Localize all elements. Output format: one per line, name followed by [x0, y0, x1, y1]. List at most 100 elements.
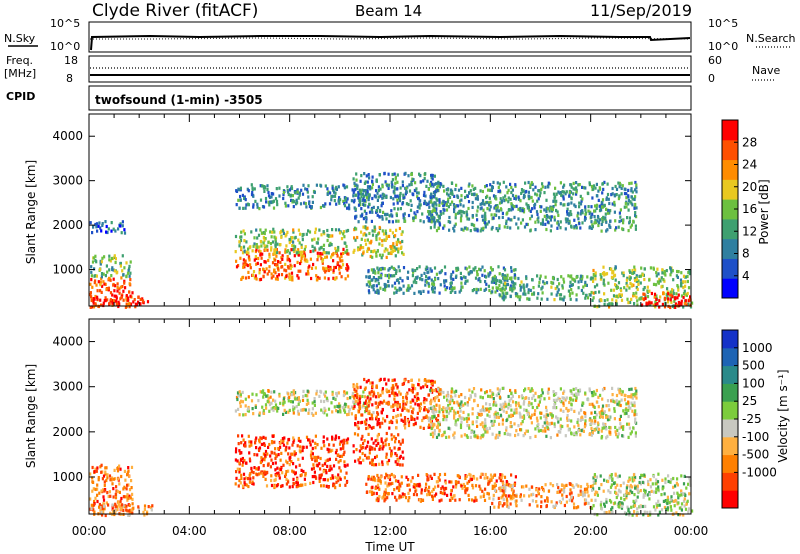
heatmap-cell	[294, 471, 297, 475]
heatmap-cell	[659, 295, 662, 299]
heatmap-cell	[270, 235, 273, 239]
heatmap-cell	[259, 252, 262, 256]
heatmap-cell	[528, 194, 531, 198]
heatmap-cell	[397, 207, 400, 211]
heatmap-cell	[424, 194, 427, 198]
heatmap-cell	[578, 201, 581, 205]
heatmap-cell	[252, 203, 255, 207]
heatmap-cell	[330, 243, 333, 247]
heatmap-cell	[368, 284, 371, 288]
heatmap-cell	[381, 267, 384, 271]
heatmap-cell	[256, 453, 259, 457]
heatmap-cell	[113, 468, 116, 472]
heatmap-cell	[376, 266, 379, 270]
heatmap-cell	[522, 414, 526, 418]
heatmap-cell	[324, 469, 328, 473]
heatmap-cell	[329, 449, 332, 453]
heatmap-cell	[390, 386, 393, 390]
heatmap-cell	[462, 275, 465, 279]
heatmap-cell	[384, 285, 387, 289]
heatmap-cell	[395, 219, 398, 223]
heatmap-cell	[277, 260, 280, 264]
heatmap-cell	[600, 205, 604, 209]
heatmap-cell	[363, 439, 366, 443]
heatmap-cell	[336, 410, 340, 414]
heatmap-cell	[534, 391, 537, 395]
heatmap-cell	[536, 419, 539, 423]
heatmap-cell	[466, 419, 469, 424]
heatmap-cell	[553, 424, 556, 429]
heatmap-cell	[525, 408, 528, 412]
heatmap-cell	[239, 458, 243, 462]
heatmap-cell	[453, 229, 456, 233]
heatmap-cell	[334, 397, 337, 401]
heatmap-cell	[365, 418, 368, 422]
heatmap-cell	[299, 202, 303, 206]
heatmap-cell	[95, 225, 98, 229]
heatmap-cell	[471, 214, 474, 218]
heatmap-cell	[448, 435, 451, 439]
heatmap-cell	[604, 272, 607, 276]
heatmap-cell	[267, 397, 270, 401]
heatmap-cell	[411, 476, 414, 480]
heatmap-cell	[310, 411, 313, 416]
heatmap-cell	[121, 503, 124, 507]
heatmap-cell	[341, 263, 345, 267]
heatmap-cell	[407, 409, 410, 413]
heatmap-cell	[311, 200, 314, 204]
heatmap-cell	[561, 424, 564, 429]
heatmap-cell	[634, 211, 637, 215]
heatmap-cell	[365, 174, 368, 178]
heatmap-cell	[381, 192, 384, 196]
heatmap-cell	[495, 403, 498, 407]
heatmap-cell	[260, 256, 263, 260]
heatmap-cell	[254, 274, 257, 278]
heatmap-cell	[235, 470, 238, 474]
heatmap-cell	[311, 244, 314, 248]
heatmap-cell	[627, 422, 631, 426]
heatmap-cell	[386, 274, 389, 278]
heatmap-cell	[269, 230, 272, 234]
heatmap-cell	[620, 186, 623, 190]
heatmap-cell	[618, 219, 621, 224]
heatmap-cell	[519, 413, 522, 417]
heatmap-cell	[92, 503, 96, 507]
heatmap-cell	[625, 288, 628, 292]
heatmap-cell	[399, 276, 402, 280]
heatmap-cell	[355, 227, 358, 231]
heatmap-cell	[271, 230, 274, 234]
heatmap-cell	[346, 228, 350, 233]
heatmap-cell	[594, 186, 597, 190]
heatmap-cell	[266, 184, 269, 188]
heatmap-cell	[393, 446, 396, 450]
heatmap-cell	[456, 211, 460, 215]
heatmap-cell	[362, 225, 365, 229]
heatmap-cell	[691, 301, 694, 305]
heatmap-cell	[271, 441, 274, 445]
heatmap-cell	[521, 209, 524, 213]
heatmap-cell	[280, 235, 283, 239]
heatmap-cell	[480, 227, 483, 231]
heatmap-cell	[456, 400, 459, 404]
heatmap-cell	[342, 438, 345, 442]
heatmap-cell	[109, 511, 112, 515]
heatmap-cell	[400, 495, 403, 499]
heatmap-cell	[92, 225, 95, 229]
heatmap-cell	[519, 283, 522, 288]
heatmap-cell	[506, 291, 509, 295]
heatmap-cell	[630, 393, 633, 397]
heatmap-cell	[284, 276, 287, 280]
heatmap-cell	[388, 394, 391, 398]
heatmap-cell	[99, 298, 102, 302]
heatmap-cell	[518, 411, 521, 415]
heatmap-cell	[643, 267, 646, 271]
heatmap-cell	[128, 503, 131, 507]
heatmap-cell	[442, 199, 445, 203]
heatmap-cell	[580, 429, 583, 433]
noise-right-label: N.Search	[746, 32, 796, 45]
heatmap-cell	[541, 221, 544, 225]
heatmap-cell	[337, 245, 340, 250]
heatmap-cell	[289, 193, 293, 197]
heatmap-cell	[472, 267, 475, 271]
heatmap-cell	[556, 285, 559, 289]
